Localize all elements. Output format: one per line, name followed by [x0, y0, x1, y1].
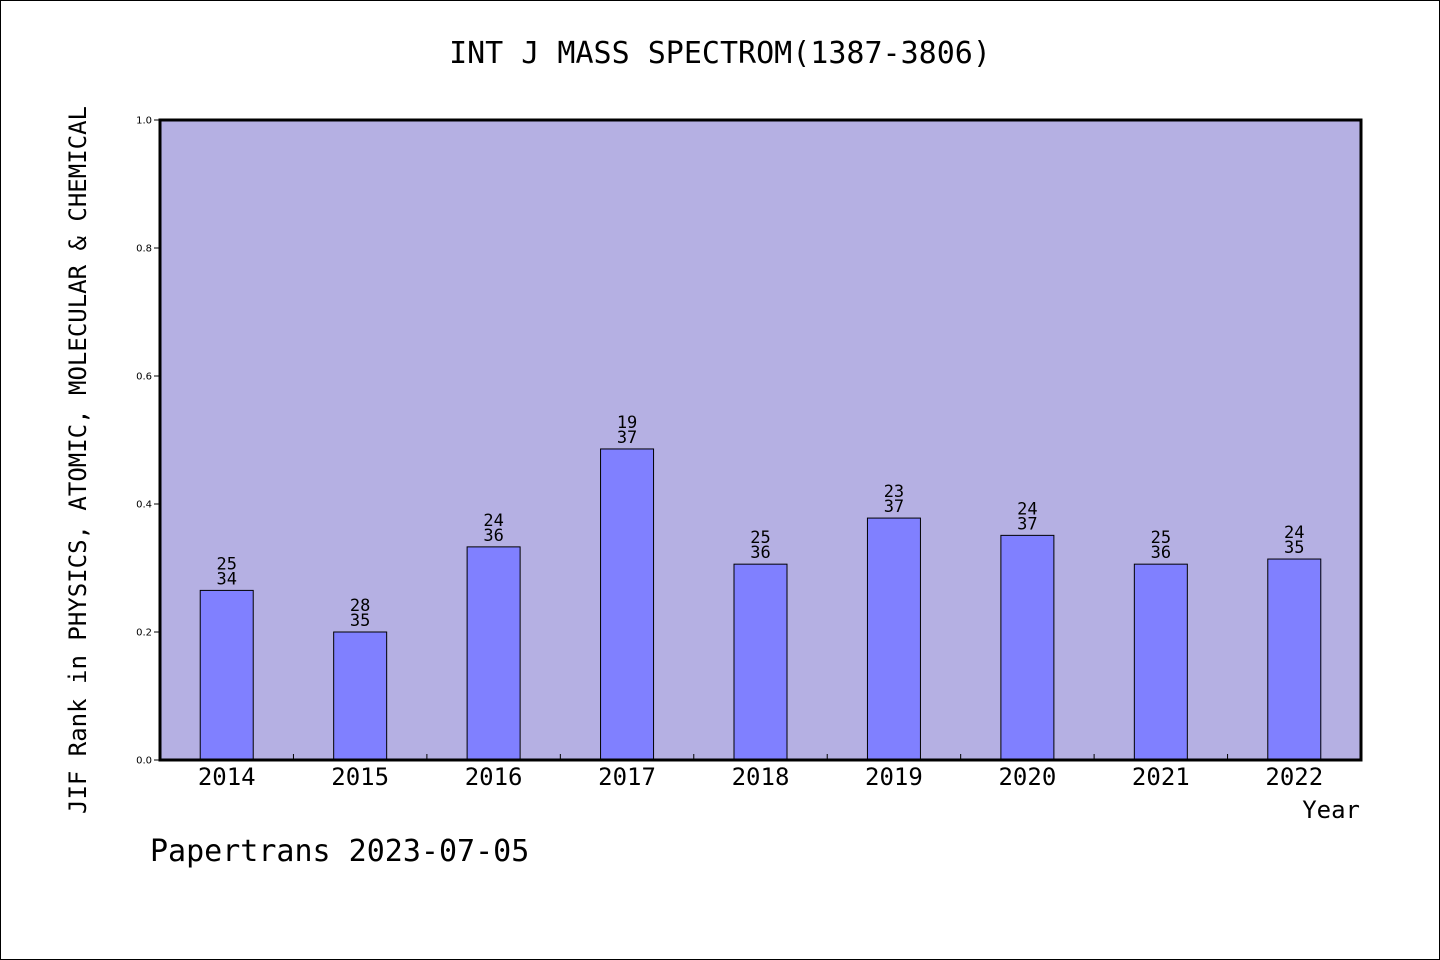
bar-rank-label: 19	[617, 413, 637, 433]
bar	[600, 448, 655, 761]
bar	[866, 517, 921, 761]
bar	[199, 589, 254, 761]
bar-rank-label: 25	[1151, 528, 1171, 548]
bar	[466, 546, 521, 761]
x-tick-label: 2019	[865, 763, 923, 791]
bar-rank-label: 25	[216, 554, 236, 574]
bar-total-label: 35	[1284, 538, 1304, 558]
bar-total-label: 37	[884, 497, 904, 517]
bar-rank-label: 24	[1284, 523, 1304, 543]
y-tick-label: 0.8	[136, 244, 152, 255]
x-tick-label: 2014	[198, 763, 256, 791]
bar-total-label: 36	[1151, 543, 1171, 563]
bar-total-label: 37	[1017, 514, 1037, 534]
x-tick-label: 2017	[598, 763, 656, 791]
plot-border	[158, 118, 1363, 762]
bar	[1133, 563, 1188, 761]
bar	[1000, 534, 1055, 761]
bar-total-label: 35	[350, 611, 370, 631]
y-tick-label: 0.4	[136, 500, 152, 511]
footnote: Papertrans 2023-07-05	[150, 834, 530, 869]
x-tick-label: 2018	[732, 763, 790, 791]
x-axis-label: Year	[1302, 796, 1360, 824]
bar	[1267, 558, 1322, 761]
bar	[333, 631, 388, 761]
x-tick-label: 2016	[465, 763, 523, 791]
bar	[733, 563, 788, 761]
x-tick-label: 2020	[998, 763, 1056, 791]
x-tick-label: 2015	[331, 763, 389, 791]
y-tick-label: 0.6	[136, 372, 152, 383]
bar-total-label: 37	[617, 428, 637, 448]
y-tick-label: 1.0	[136, 116, 152, 127]
y-tick-label: 0.0	[136, 756, 152, 767]
y-tick-label: 0.2	[136, 628, 152, 639]
bar-rank-label: 24	[1017, 499, 1037, 519]
bar-total-label: 36	[483, 526, 503, 546]
bar-rank-label: 25	[750, 528, 770, 548]
bar-total-label: 36	[750, 543, 770, 563]
bar-rank-label: 23	[884, 482, 904, 502]
x-tick-label: 2022	[1265, 763, 1323, 791]
chart-title: INT J MASS SPECTROM(1387-3806)	[449, 36, 991, 71]
bar-rank-label: 28	[350, 596, 370, 616]
bar-total-label: 34	[216, 569, 236, 589]
x-tick-label: 2021	[1132, 763, 1190, 791]
bar-rank-label: 24	[483, 511, 503, 531]
